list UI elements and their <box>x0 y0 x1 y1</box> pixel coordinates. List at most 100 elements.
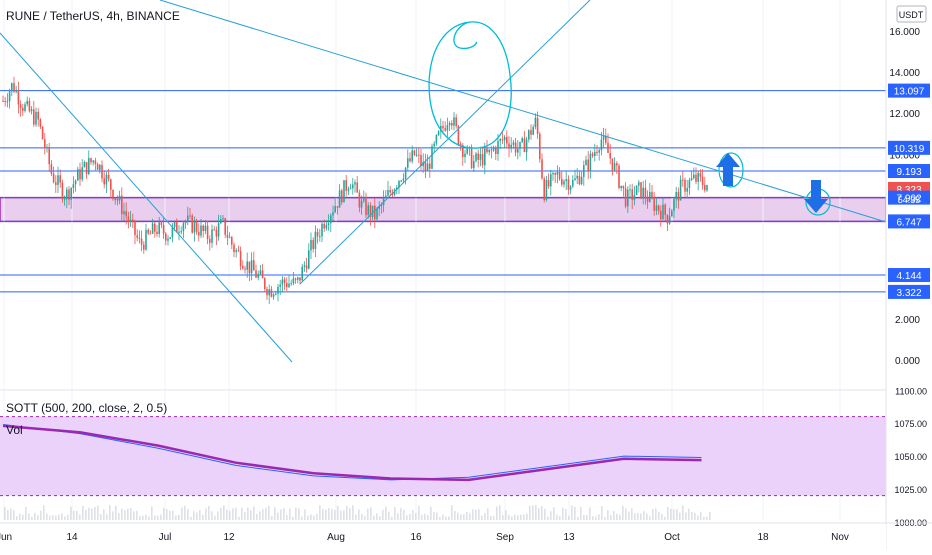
candle-down <box>206 225 209 239</box>
candle-up <box>184 221 187 224</box>
volume-bar <box>307 515 309 520</box>
volume-bar <box>28 513 30 520</box>
candle-down <box>424 161 427 172</box>
price-label-6.747[interactable] <box>888 214 930 229</box>
candle-down <box>160 222 163 225</box>
candles-layer <box>2 76 708 304</box>
candle-down <box>242 266 244 269</box>
candle-up <box>532 127 534 135</box>
volume-bar <box>328 508 330 520</box>
volume-bar <box>454 510 456 520</box>
price-label-3.322[interactable] <box>888 284 930 299</box>
hand-drawn-circle[interactable] <box>428 21 512 149</box>
volume-bar <box>481 515 483 520</box>
candle-down <box>607 142 609 153</box>
volume-bar <box>685 512 687 520</box>
volume-bar <box>433 511 435 520</box>
candle-up <box>99 164 101 170</box>
candle-down <box>253 260 255 271</box>
price-tick-label: 0.000 <box>895 356 920 367</box>
candle-up <box>686 188 688 192</box>
volume-bar <box>637 512 639 520</box>
volume-bar <box>415 513 417 520</box>
volume-bar <box>229 511 231 520</box>
price-label-10.319[interactable] <box>888 140 930 155</box>
candle-down <box>345 180 347 191</box>
volume-bar <box>280 509 282 520</box>
candle-up <box>675 192 677 200</box>
price-label-text: 3.322 <box>896 288 921 299</box>
candle-up <box>671 210 673 217</box>
volume-bar <box>358 509 360 520</box>
volume-bar <box>190 516 192 520</box>
candle-down <box>2 100 4 102</box>
volume-bar <box>343 510 345 520</box>
volume-bar <box>82 505 84 520</box>
candle-up <box>26 100 28 105</box>
candle-down <box>455 117 457 127</box>
arrow-down-icon[interactable] <box>804 180 828 213</box>
candle-down <box>640 182 642 198</box>
volume-bar <box>169 511 171 520</box>
time-tick-label: 18 <box>757 532 769 543</box>
candle-up <box>145 229 147 250</box>
currency-badge[interactable] <box>896 5 927 23</box>
candle-down <box>138 237 141 239</box>
candle-up <box>534 117 537 128</box>
volume-bar <box>613 511 615 520</box>
volume-bar <box>55 515 57 520</box>
trendline-descending-resistance[interactable] <box>159 0 887 223</box>
candle-down <box>631 189 633 200</box>
candle-up <box>545 180 548 200</box>
trendline-ascending[interactable] <box>299 0 591 285</box>
candle-up <box>92 160 94 163</box>
candle-up <box>393 189 396 195</box>
volume-bar <box>109 505 111 520</box>
candle-up <box>222 218 224 220</box>
sott-main-line[interactable] <box>2 424 702 482</box>
candle-down <box>101 164 103 179</box>
candle-down <box>50 164 53 174</box>
volume-bar <box>142 515 144 520</box>
candle-down <box>374 205 376 220</box>
price-label-9.193[interactable] <box>888 164 930 179</box>
candle-up <box>72 184 75 189</box>
volume-bar <box>172 510 174 520</box>
candle-up <box>343 180 345 203</box>
candle-down <box>94 160 97 165</box>
indicator-title[interactable]: SOTT (500, 200, close, 2, 0.5) <box>6 401 168 415</box>
time-axis[interactable] <box>0 523 886 550</box>
volume-bar <box>319 505 321 520</box>
candle-up <box>332 212 334 216</box>
candle-up <box>488 149 490 153</box>
circle-marker-up[interactable] <box>718 152 744 188</box>
volume-bar <box>697 515 699 520</box>
candle-down <box>567 179 570 190</box>
candle-down <box>442 125 444 129</box>
candle-up <box>74 180 77 185</box>
arrow-up-icon[interactable] <box>716 153 740 186</box>
price-label-7.902[interactable] <box>888 190 930 205</box>
volume-bar <box>40 510 42 520</box>
candle-up <box>690 178 693 181</box>
volume-bar <box>667 506 669 520</box>
volume-bar <box>439 516 441 520</box>
price-label-4.144[interactable] <box>888 268 930 283</box>
price-label-13.097[interactable] <box>888 83 930 98</box>
candle-down <box>270 289 273 297</box>
volume-bar <box>589 507 591 520</box>
candle-up <box>193 221 196 233</box>
symbol-title[interactable]: RUNE / TetherUS, 4h, BINANCE <box>6 9 180 23</box>
candle-down <box>514 142 517 153</box>
volume-bar <box>517 515 519 520</box>
candle-down <box>704 185 706 191</box>
volume-bar <box>46 513 48 520</box>
candle-up <box>303 265 306 267</box>
volume-bar <box>703 516 705 520</box>
candle-up <box>479 154 482 160</box>
candle-down <box>202 225 204 232</box>
sott-signal-line[interactable] <box>2 424 702 481</box>
trendline-descending-steep[interactable] <box>0 32 293 363</box>
time-tick-label: Sep <box>496 532 514 543</box>
